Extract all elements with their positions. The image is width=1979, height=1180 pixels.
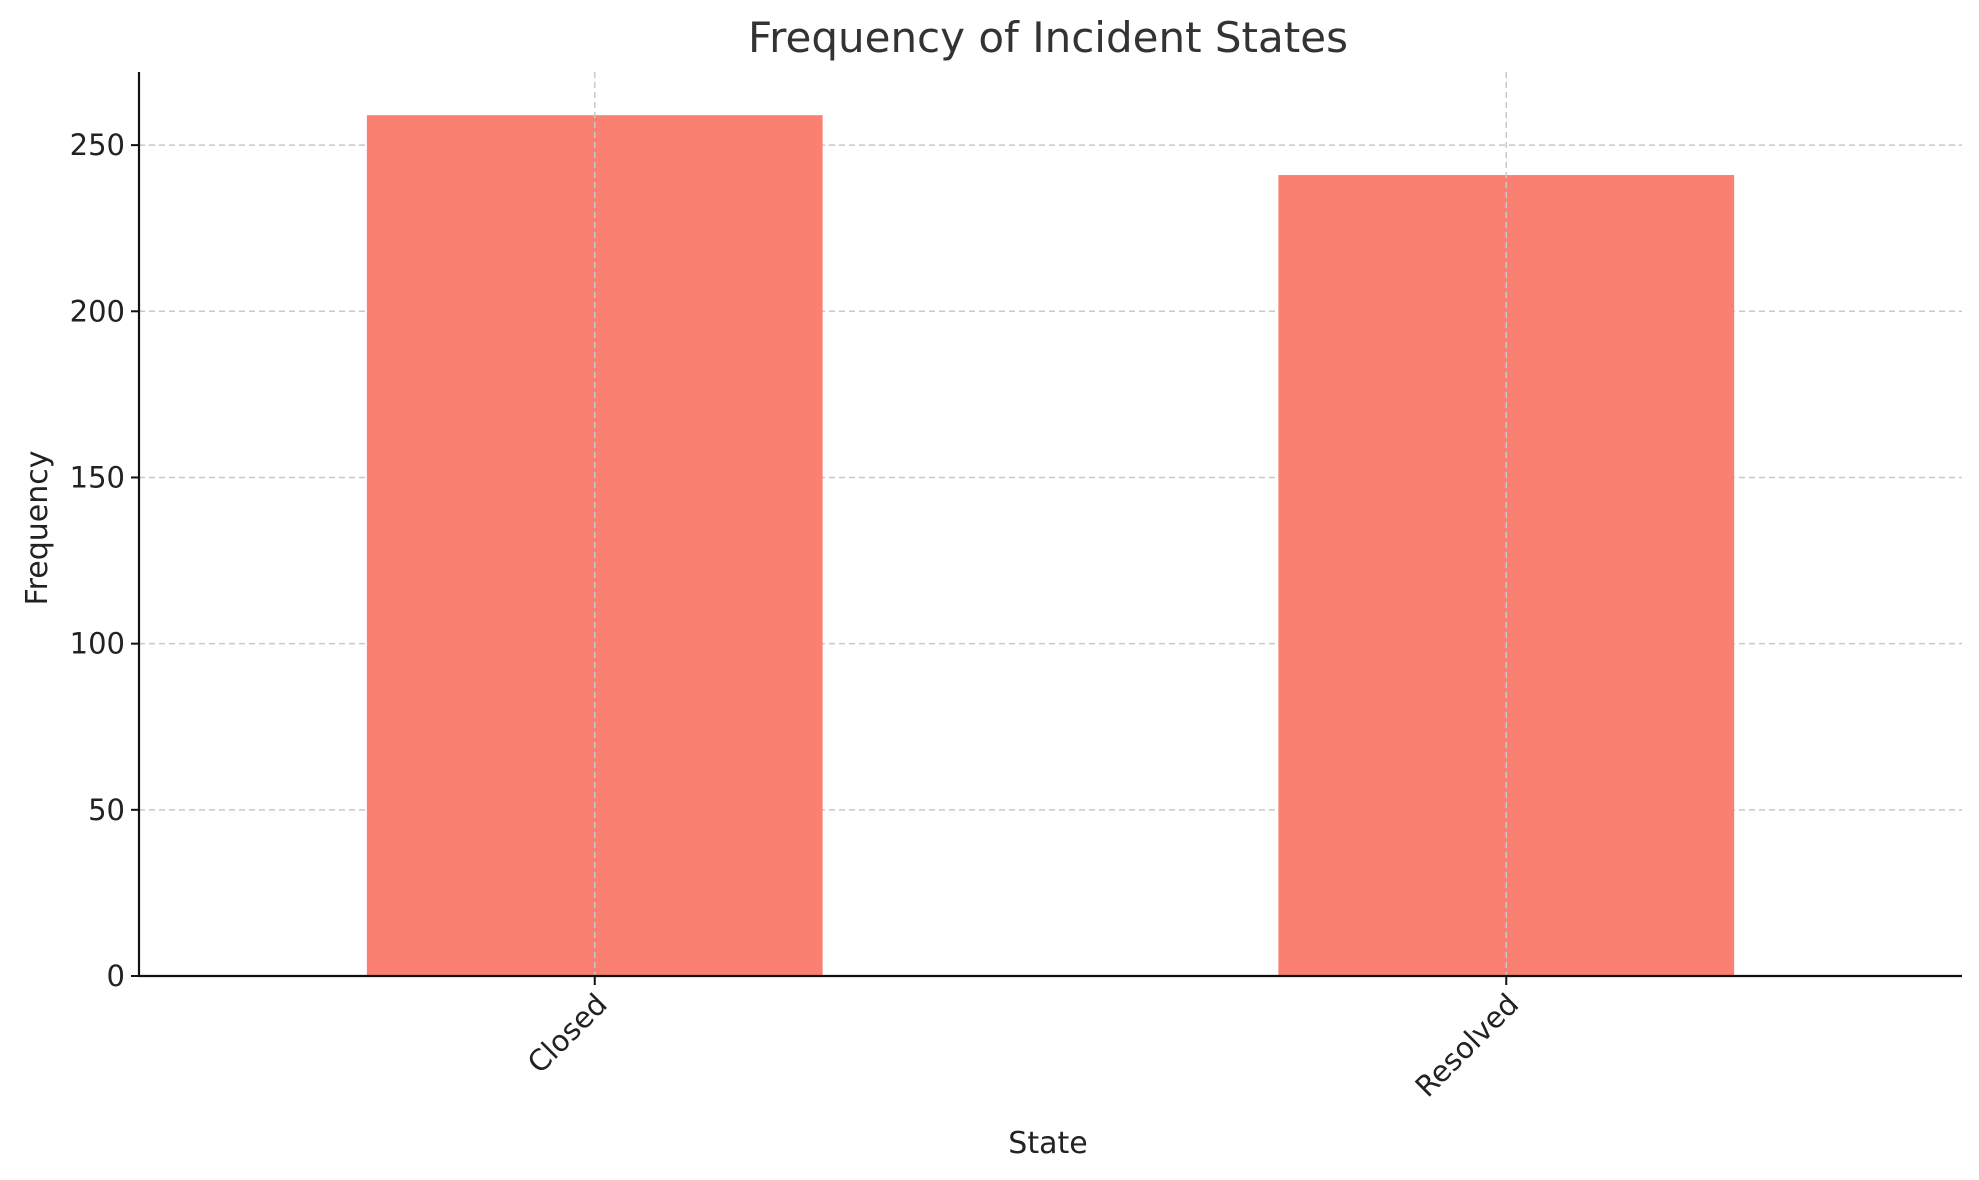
- y-tick-label: 50: [88, 793, 125, 827]
- y-axis-label: Frequency: [20, 451, 55, 606]
- y-tick-label: 200: [70, 294, 125, 328]
- y-tick-label: 250: [70, 128, 125, 162]
- x-axis-label: State: [1008, 1126, 1087, 1161]
- y-tick-label: 0: [107, 959, 125, 993]
- axes-layer: [137, 72, 1962, 978]
- y-tick-label: 150: [70, 460, 125, 494]
- y-tick-label: 100: [70, 627, 125, 661]
- chart-title: Frequency of Incident States: [748, 13, 1348, 62]
